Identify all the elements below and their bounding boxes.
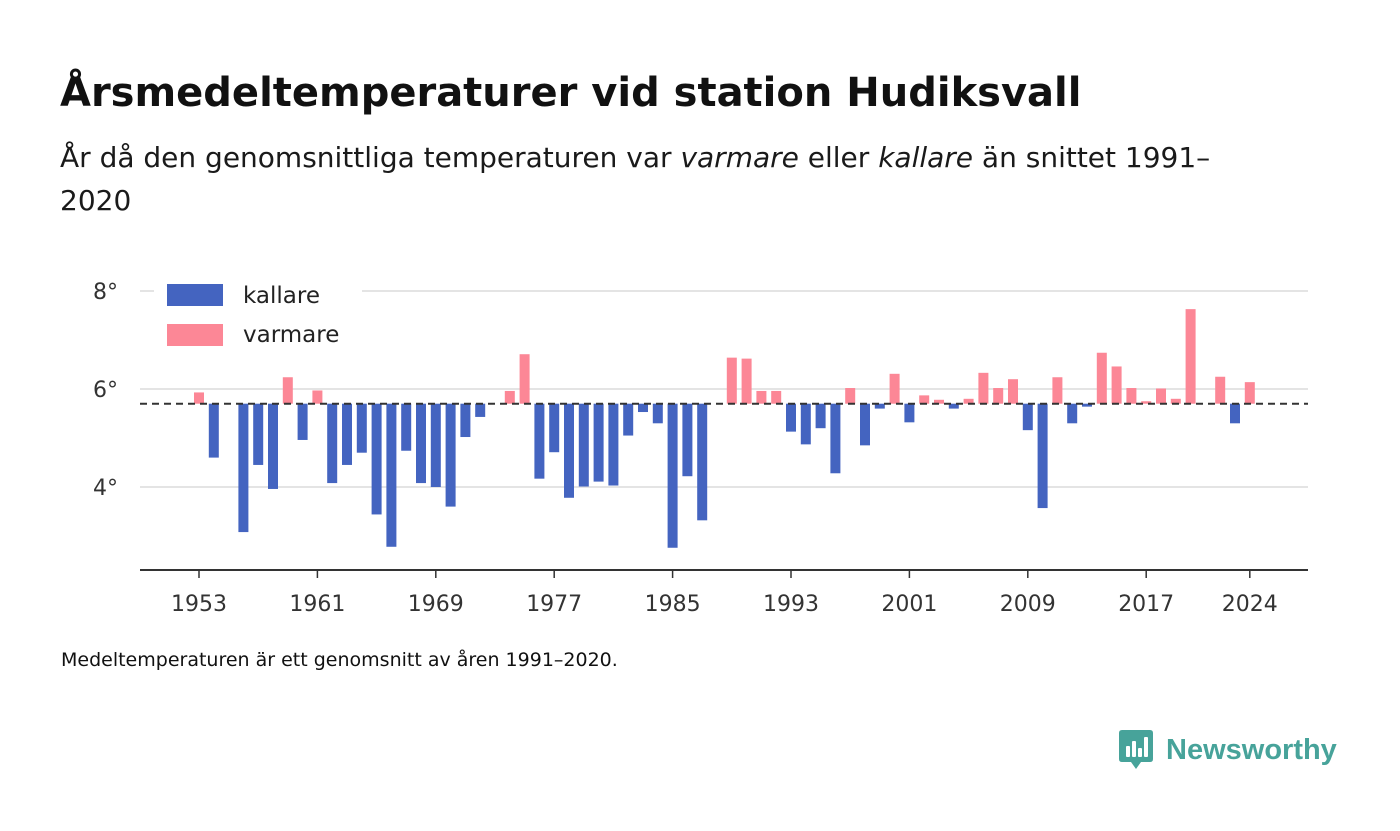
bar-warmer [194,392,204,404]
bar-colder [238,403,249,533]
subtitle-emphasis-colder: kallare [878,141,974,174]
bar-warmer [934,399,944,404]
legend-swatch-warmer [167,324,223,346]
bar-colder [874,403,885,409]
legend-label-colder: kallare [243,283,320,309]
bar-colder [578,403,589,487]
bar-colder [948,403,959,409]
legend-swatch-colder [167,284,223,306]
bar-colder [623,403,634,436]
legend-label-warmer: varmare [243,322,339,348]
bar-colder [860,403,870,446]
bar-warmer [889,373,900,404]
bar-warmer [1008,379,1018,404]
x-tick-label: 1985 [645,592,701,617]
bar-warmer [1170,398,1181,404]
temperature-bar-chart: 4° 6° 8° kallare varmare 1953 1961 1969 1977 1985… [93,280,1308,617]
x-tick-label: 1993 [763,592,819,617]
bar-colder [549,403,560,453]
bar-warmer [1215,376,1226,404]
y-tick-label: 6° [93,378,118,403]
bar-colder [652,403,663,424]
y-tick-label: 8° [93,280,118,305]
subtitle-text-3: än snittet 1991–2020 [60,141,1211,217]
bar-warmer [1185,309,1196,404]
y-tick-label: 4° [93,476,118,501]
brand-logo: Newsworthy [1118,727,1337,773]
x-tick-label: 2024 [1222,592,1278,617]
bar-warmer [1156,388,1166,404]
bar-colder [667,403,678,548]
x-tick-label: 1977 [526,592,582,617]
x-tick-label: 2001 [881,592,937,617]
bar-colder [1067,403,1078,424]
bar-colder [815,403,826,429]
bar-warmer [963,398,974,404]
bar-colder [460,403,471,438]
bar-colder [800,403,811,445]
bar-warmer [504,390,515,404]
chart-subtitle: År då den genomsnittliga temperaturen va… [60,136,1280,222]
bar-colder [608,403,619,486]
bar-warmer [771,390,782,404]
subtitle-emphasis-warmer: varmare [680,141,799,174]
bar-colder [268,403,278,489]
bar-warmer [919,395,930,404]
bar-colder [682,403,693,477]
x-tick-label: 1961 [289,592,345,617]
bar-warmer [756,390,767,404]
bar-colder [342,403,352,465]
bar-warmer [741,358,752,404]
bar-warmer [1141,401,1152,404]
footnote: Medeltemperaturen är ett genomsnitt av å… [61,649,618,671]
bar-warmer [519,354,530,404]
bar-colder [475,403,486,417]
bar-colder [1082,403,1092,407]
bar-colder [430,403,441,487]
bar-warmer [282,377,293,404]
bar-warmer [1244,382,1255,404]
bar-warmer [978,372,989,404]
bar-colder [697,403,708,521]
bar-colder [371,403,382,515]
bar-colder [534,403,545,479]
bar-warmer [1126,388,1137,404]
bar-colder [904,403,915,423]
newsworthy-logo-icon [1119,730,1153,769]
bar-colder [416,403,426,484]
bar-colder [1037,403,1048,509]
bar-warmer [312,390,323,404]
bar-colder [297,403,308,440]
bar-colder [386,403,397,547]
bar-colder [638,403,648,413]
bar-warmer [726,357,737,404]
bar-colder [786,403,796,432]
bar-colder [327,403,338,484]
bar-colder [356,403,367,453]
bar-warmer [993,388,1004,404]
x-tick-label: 1953 [171,592,227,617]
bar-colder [564,403,574,498]
bar-warmer [1111,366,1122,404]
x-tick-label: 1969 [408,592,464,617]
bar-colder [593,403,604,482]
subtitle-text-2: eller [798,141,879,174]
bar-warmer [1096,352,1107,404]
subtitle-text-1: År då den genomsnittliga temperaturen va… [60,141,681,174]
bar-colder [1022,403,1033,431]
x-tick-label: 2009 [1000,592,1056,617]
bar-warmer [1052,377,1063,404]
bar-colder [208,403,219,458]
bar-colder [401,403,412,451]
chart-title: Årsmedeltemperaturer vid station Hudiksv… [60,70,1082,116]
bar-colder [253,403,264,465]
bar-colder [445,403,456,507]
bar-colder [830,403,841,474]
bar-warmer [845,388,856,404]
bar-colder [1230,403,1240,424]
brand-name: Newsworthy [1166,733,1337,766]
x-tick-label: 2017 [1118,592,1174,617]
